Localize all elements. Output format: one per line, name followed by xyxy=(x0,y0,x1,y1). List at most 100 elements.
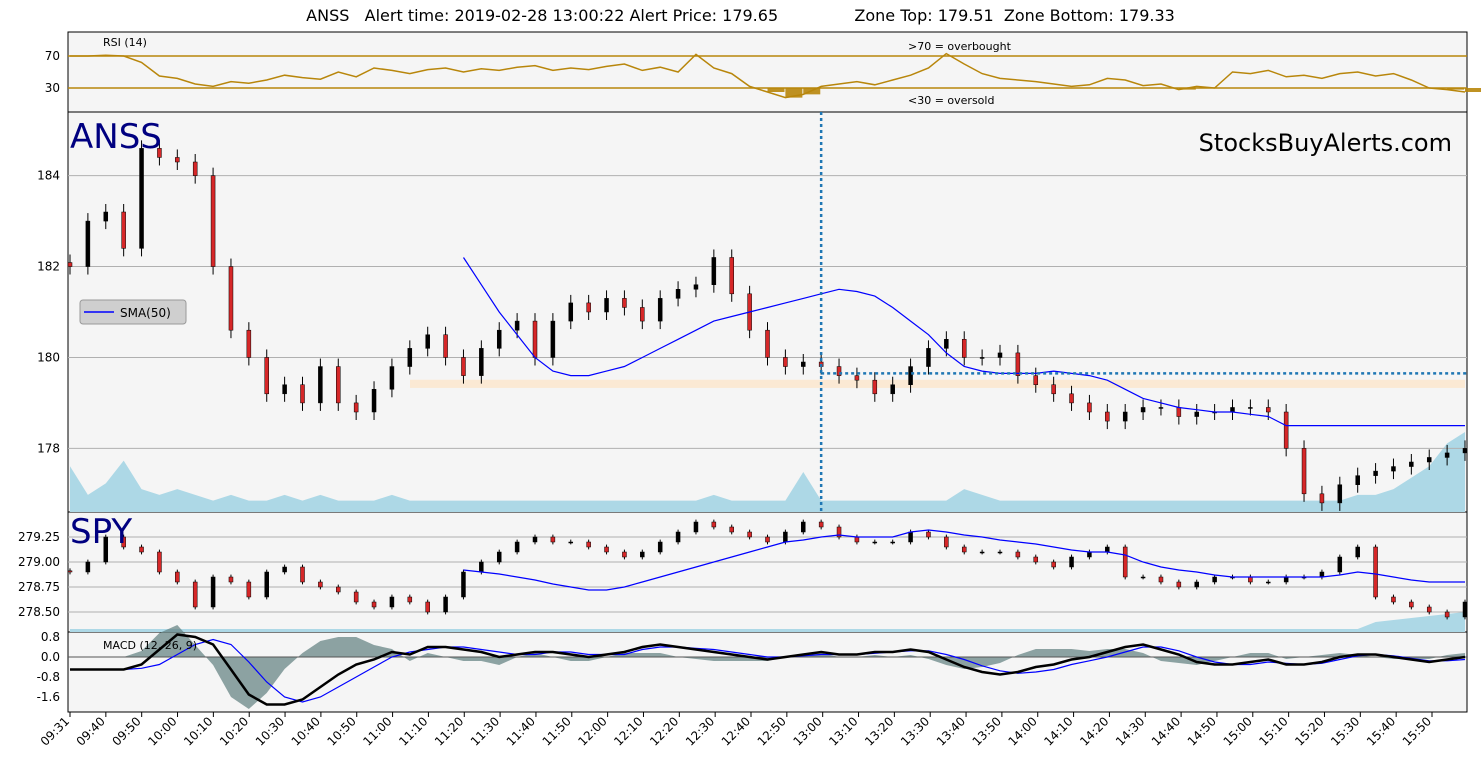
spy-candle xyxy=(657,541,663,553)
spy-candle xyxy=(818,521,824,528)
x-tick-label: 12:10 xyxy=(611,714,645,748)
x-tick-label: 12:00 xyxy=(575,714,609,748)
x-tick-label: 10:30 xyxy=(253,714,287,748)
anss-sma-line xyxy=(462,257,1465,427)
spy-candle xyxy=(67,570,73,573)
anss-candle xyxy=(872,379,878,395)
spy-candle xyxy=(139,546,144,553)
spy-candle xyxy=(1444,611,1450,618)
spy-candle xyxy=(371,601,377,608)
anss-candle xyxy=(1391,466,1396,472)
spy-volume-area xyxy=(70,612,1465,632)
spy-candle xyxy=(1105,546,1110,553)
anss-candle xyxy=(1051,384,1056,395)
spy-layer: 279.25 279.00 278.75 278.50 xyxy=(18,519,1468,632)
anss-candle xyxy=(997,352,1003,358)
spy-candle xyxy=(836,526,842,538)
spy-candle xyxy=(729,526,734,533)
macd-y-tick: 0.8 xyxy=(41,630,60,644)
spy-candle xyxy=(228,576,234,583)
x-tick-label: 09:40 xyxy=(74,714,108,748)
x-tick-label: 12:20 xyxy=(647,714,681,748)
anss-candle xyxy=(1301,448,1307,495)
x-tick-label: 10:40 xyxy=(289,714,323,748)
anss-candle xyxy=(228,266,234,331)
anss-candle xyxy=(675,289,681,299)
spy-candle xyxy=(336,586,341,593)
spy-candle xyxy=(1337,556,1343,573)
anss-candle xyxy=(1069,393,1074,404)
spy-candle xyxy=(1194,581,1199,588)
x-tick-label: 12:50 xyxy=(755,714,789,748)
spy-candle xyxy=(103,536,109,563)
spy-candle xyxy=(389,596,395,608)
spy-candle xyxy=(711,521,717,528)
spy-candle xyxy=(1212,576,1217,583)
x-tick-label: 15:50 xyxy=(1400,714,1434,748)
spy-candle xyxy=(210,576,216,608)
x-tick-label: 13:50 xyxy=(970,714,1004,748)
spy-sma-line xyxy=(463,529,1465,591)
anss-candle xyxy=(67,262,73,267)
x-tick-label: 11:40 xyxy=(504,714,538,748)
x-tick-label: 11:30 xyxy=(468,714,502,748)
anss-candle xyxy=(1140,407,1146,413)
spy-candle xyxy=(1373,546,1378,598)
anss-candle xyxy=(944,339,949,349)
spy-candle xyxy=(1176,581,1182,588)
rsi-y-tick: 30 xyxy=(45,81,60,95)
spy-candle xyxy=(318,581,323,588)
x-tick-label: 10:10 xyxy=(181,714,215,748)
anss-candle xyxy=(765,329,770,358)
anss-candle xyxy=(157,148,162,158)
spy-candle xyxy=(461,571,466,598)
chart-title: ANSS Alert time: 2019-02-28 13:00:22 Ale… xyxy=(306,6,1175,25)
spy-candle xyxy=(443,596,448,613)
anss-candle xyxy=(389,366,395,390)
spy-candle xyxy=(1122,546,1128,578)
rsi-label: RSI (14) xyxy=(103,36,147,49)
spy-candle xyxy=(300,566,305,583)
spy-candle xyxy=(1248,576,1253,583)
anss-y-tick: 184 xyxy=(37,169,60,183)
anss-candle xyxy=(711,257,717,285)
spy-ticker-label: SPY xyxy=(70,512,132,552)
anss-candle xyxy=(979,357,985,359)
spy-candle xyxy=(479,561,484,573)
spy-candle xyxy=(568,541,574,544)
x-tick-label: 14:10 xyxy=(1041,714,1075,748)
anss-candle xyxy=(1409,461,1414,467)
anss-candle xyxy=(103,211,109,222)
x-tick-label: 14:30 xyxy=(1113,714,1147,748)
zone-band xyxy=(410,379,1465,388)
x-tick-label: 14:40 xyxy=(1149,714,1183,748)
x-tick-label: 15:10 xyxy=(1256,714,1290,748)
anss-candle xyxy=(532,320,538,358)
x-tick-label: 15:30 xyxy=(1328,714,1362,748)
spy-candle xyxy=(532,536,538,543)
anss-candle xyxy=(961,339,967,358)
x-tick-label: 15:20 xyxy=(1292,714,1326,748)
spy-candle xyxy=(157,551,162,573)
anss-candle xyxy=(425,334,430,349)
spy-candle xyxy=(282,566,287,573)
spy-candle xyxy=(693,521,699,533)
spy-candle xyxy=(1266,581,1271,584)
spy-candle xyxy=(425,601,430,613)
spy-candle xyxy=(1462,601,1468,618)
spy-candle xyxy=(121,536,126,548)
x-tick-label: 09:31 xyxy=(38,714,72,748)
spy-candle xyxy=(854,536,860,543)
anss-candle xyxy=(1015,352,1021,376)
price-panel xyxy=(67,111,1468,513)
spy-panel xyxy=(67,511,1468,633)
anss-candle xyxy=(1248,407,1253,409)
anss-y-tick: 180 xyxy=(37,350,60,364)
anss-candle xyxy=(836,366,842,376)
anss-candle xyxy=(1176,407,1182,417)
rsi-line xyxy=(70,52,1466,99)
anss-candle xyxy=(890,384,895,395)
spy-candle xyxy=(175,571,180,583)
anss-candle xyxy=(693,284,699,290)
